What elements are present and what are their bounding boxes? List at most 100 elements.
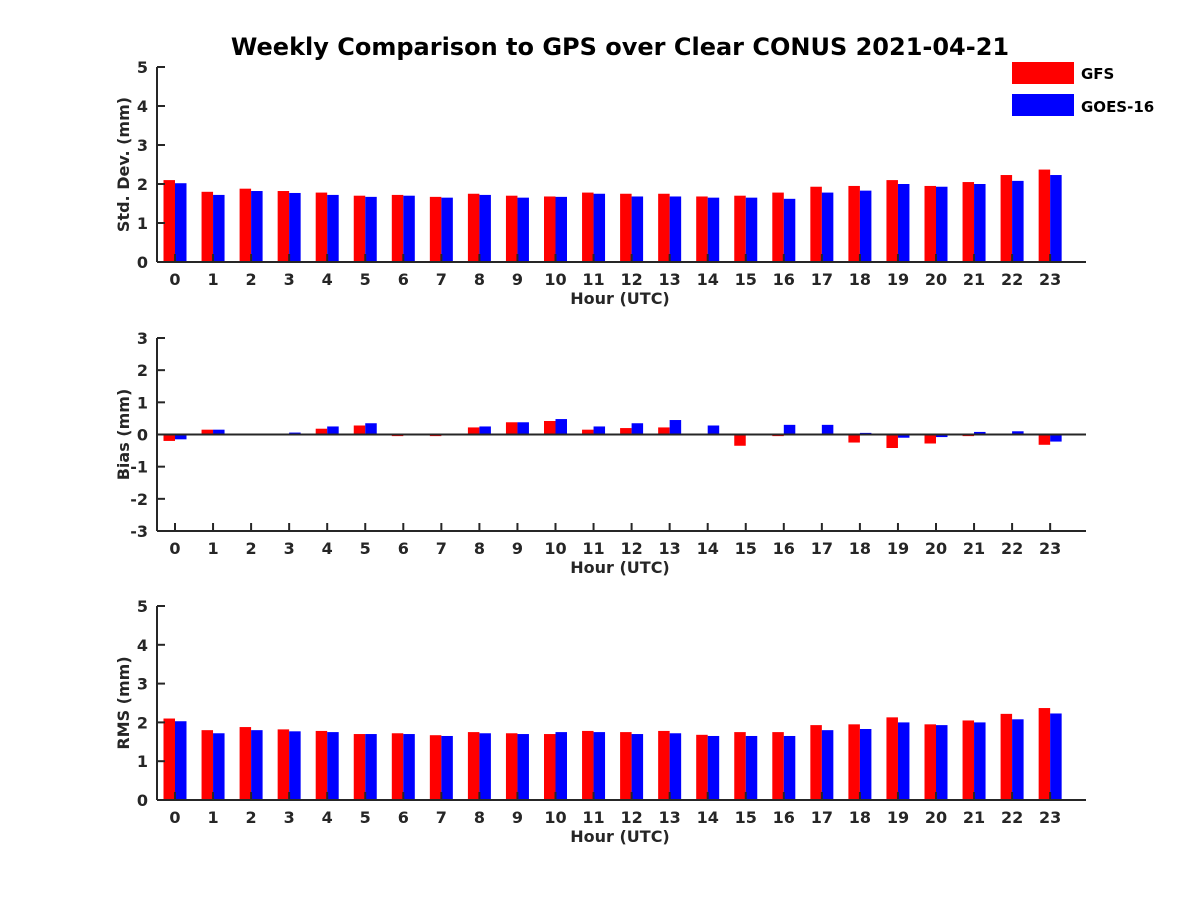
y-tick-label-bias--1: -1 — [130, 458, 148, 477]
bar-bias-goes16-10 — [555, 419, 567, 435]
x-tick-label-stddev-7: 7 — [436, 270, 447, 289]
bar-stddev-goes16-10 — [555, 196, 567, 262]
bar-stddev-gfs-3 — [277, 191, 290, 262]
x-tick-label-rms-20: 20 — [925, 808, 947, 827]
bar-stddev-gfs-17 — [810, 186, 822, 262]
y-tick-label-stddev-1: 1 — [137, 214, 148, 233]
bar-rms-goes16-18 — [859, 728, 872, 800]
x-tick-label-rms-22: 22 — [1001, 808, 1023, 827]
bar-rms-gfs-9 — [505, 733, 518, 800]
bar-stddev-gfs-12 — [620, 193, 632, 262]
bar-rms-goes16-10 — [555, 732, 567, 800]
x-tick-label-rms-23: 23 — [1039, 808, 1061, 827]
bar-bias-goes16-22 — [1012, 431, 1024, 435]
bar-stddev-goes16-14 — [707, 197, 720, 262]
bar-rms-gfs-15 — [734, 732, 746, 800]
x-tick-label-bias-15: 15 — [735, 539, 757, 558]
x-tick-label-stddev-22: 22 — [1001, 270, 1023, 289]
bar-stddev-gfs-1 — [201, 191, 214, 262]
bar-stddev-goes16-16 — [783, 198, 796, 262]
x-tick-label-bias-22: 22 — [1001, 539, 1023, 558]
bar-rms-gfs-14 — [696, 734, 708, 800]
bar-stddev-goes16-17 — [821, 192, 834, 262]
bar-bias-goes16-14 — [707, 425, 720, 435]
x-tick-label-stddev-10: 10 — [544, 270, 566, 289]
bar-rms-goes16-13 — [669, 733, 682, 800]
y-tick-label-stddev-3: 3 — [137, 136, 148, 155]
bar-stddev-goes16-9 — [517, 197, 529, 262]
x-tick-label-rms-18: 18 — [849, 808, 871, 827]
bar-rms-goes16-12 — [631, 734, 644, 800]
x-tick-label-stddev-9: 9 — [512, 270, 523, 289]
bar-rms-gfs-10 — [544, 734, 556, 800]
bar-rms-goes16-1 — [213, 733, 225, 800]
x-tick-label-rms-14: 14 — [697, 808, 719, 827]
bar-stddev-goes16-3 — [289, 192, 301, 262]
bar-stddev-gfs-15 — [734, 195, 746, 262]
bar-rms-goes16-3 — [289, 731, 301, 800]
x-tick-label-rms-1: 1 — [207, 808, 218, 827]
x-tick-label-bias-4: 4 — [322, 539, 333, 558]
x-tick-label-stddev-18: 18 — [849, 270, 871, 289]
bar-rms-goes16-0 — [175, 721, 187, 800]
bar-bias-goes16-0 — [175, 434, 187, 440]
x-tick-label-rms-0: 0 — [169, 808, 180, 827]
bar-stddev-gfs-19 — [886, 180, 898, 262]
y-tick-label-rms-2: 2 — [137, 713, 148, 732]
bar-stddev-goes16-8 — [479, 194, 491, 262]
x-axis-label-rms: Hour (UTC) — [570, 827, 670, 846]
bar-stddev-gfs-6 — [391, 194, 404, 262]
bar-stddev-goes16-11 — [593, 193, 606, 262]
x-tick-label-rms-19: 19 — [887, 808, 909, 827]
bar-stddev-gfs-21 — [962, 182, 975, 262]
legend: GFS GOES-16 — [1012, 62, 1154, 116]
bar-stddev-gfs-20 — [924, 185, 936, 262]
bar-rms-goes16-2 — [251, 730, 263, 800]
bar-bias-goes16-16 — [783, 424, 796, 435]
x-tick-label-bias-20: 20 — [925, 539, 947, 558]
y-tick-label-stddev-0: 0 — [137, 253, 148, 272]
bar-bias-goes16-8 — [479, 426, 491, 435]
bar-bias-gfs-5 — [353, 425, 366, 435]
y-tick-label-bias-2: 2 — [137, 361, 148, 380]
y-axis-label-bias: Bias (mm) — [114, 389, 133, 481]
y-axis-label-stddev: Std. Dev. (mm) — [114, 97, 133, 232]
legend-label-gfs: GFS — [1081, 65, 1114, 83]
bar-stddev-gfs-9 — [505, 195, 518, 262]
y-tick-label-stddev-5: 5 — [137, 58, 148, 77]
bar-rms-gfs-17 — [810, 725, 822, 800]
bar-stddev-gfs-11 — [582, 192, 594, 262]
x-tick-label-stddev-14: 14 — [697, 270, 719, 289]
x-tick-label-bias-14: 14 — [697, 539, 719, 558]
bar-rms-goes16-23 — [1050, 713, 1062, 800]
bar-rms-goes16-4 — [327, 732, 339, 800]
x-tick-label-bias-1: 1 — [207, 539, 218, 558]
bar-bias-gfs-12 — [620, 428, 632, 435]
bar-rms-gfs-6 — [391, 733, 404, 800]
bar-bias-gfs-18 — [848, 434, 860, 443]
x-axis-label-bias: Hour (UTC) — [570, 558, 670, 577]
bar-rms-gfs-11 — [582, 730, 594, 800]
bar-rms-gfs-22 — [1000, 713, 1013, 800]
bar-bias-goes16-4 — [327, 426, 339, 435]
bar-bias-goes16-9 — [517, 422, 529, 435]
bar-rms-goes16-19 — [897, 722, 910, 800]
bar-bias-gfs-23 — [1038, 434, 1051, 445]
x-tick-label-stddev-15: 15 — [735, 270, 757, 289]
x-tick-label-rms-4: 4 — [322, 808, 333, 827]
bar-bias-gfs-10 — [544, 420, 556, 435]
bar-rms-gfs-2 — [239, 727, 252, 800]
bar-bias-goes16-11 — [593, 426, 606, 435]
bar-rms-gfs-4 — [315, 730, 328, 800]
x-tick-label-stddev-19: 19 — [887, 270, 909, 289]
bar-bias-goes16-21 — [974, 431, 986, 435]
x-tick-label-stddev-4: 4 — [322, 270, 333, 289]
x-tick-label-stddev-3: 3 — [284, 270, 295, 289]
x-tick-label-rms-16: 16 — [773, 808, 795, 827]
bar-rms-goes16-21 — [974, 722, 986, 800]
y-tick-label-bias-1: 1 — [137, 393, 148, 412]
bar-rms-gfs-18 — [848, 724, 860, 800]
x-tick-label-bias-19: 19 — [887, 539, 909, 558]
bar-stddev-goes16-0 — [175, 183, 187, 262]
